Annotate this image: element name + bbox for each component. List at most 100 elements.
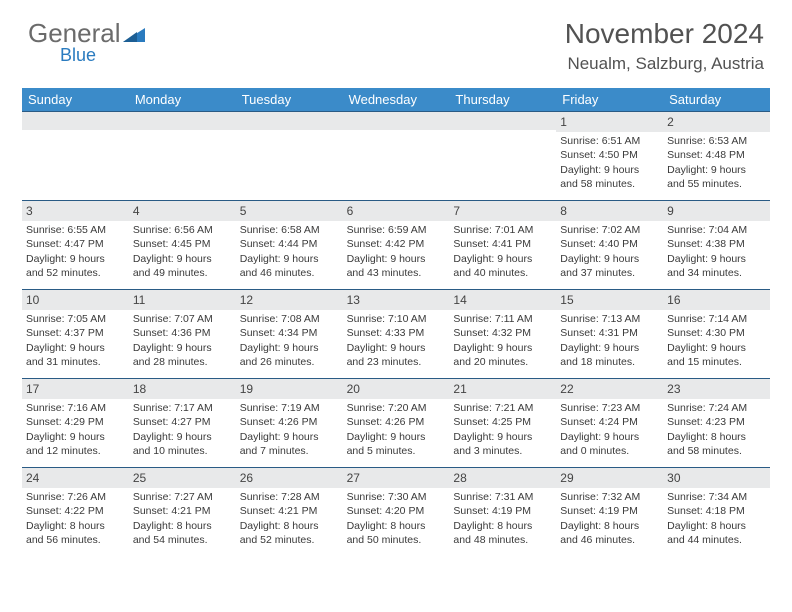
cell-line: Sunset: 4:42 PM [347,237,446,251]
day-number [449,112,556,130]
cell-line: Sunrise: 7:04 AM [667,223,766,237]
cell-line: Sunset: 4:20 PM [347,504,446,518]
day-number: 30 [663,468,770,488]
day-number: 5 [236,201,343,221]
cell-line: Sunset: 4:18 PM [667,504,766,518]
day-number [22,112,129,130]
cell-line: Sunset: 4:44 PM [240,237,339,251]
cell-line: Daylight: 9 hours and 26 minutes. [240,341,339,369]
cell-line: Sunrise: 6:55 AM [26,223,125,237]
day-number: 11 [129,290,236,310]
cell-line: Sunset: 4:19 PM [453,504,552,518]
day-number: 16 [663,290,770,310]
cell-line: Sunset: 4:48 PM [667,148,766,162]
cell-line: Sunset: 4:27 PM [133,415,232,429]
cell-line: Sunrise: 7:34 AM [667,490,766,504]
cell-line: Daylight: 8 hours and 48 minutes. [453,519,552,547]
cell-line: Sunrise: 7:17 AM [133,401,232,415]
calendar-week: 1Sunrise: 6:51 AMSunset: 4:50 PMDaylight… [22,111,770,200]
calendar-week: 10Sunrise: 7:05 AMSunset: 4:37 PMDayligh… [22,289,770,378]
cell-line: Sunset: 4:33 PM [347,326,446,340]
cell-line: Sunrise: 7:20 AM [347,401,446,415]
cell-line: Daylight: 8 hours and 52 minutes. [240,519,339,547]
cell-line: Sunrise: 7:28 AM [240,490,339,504]
cell-line: Daylight: 8 hours and 56 minutes. [26,519,125,547]
location-text: Neualm, Salzburg, Austria [565,54,764,74]
cell-line: Sunrise: 7:11 AM [453,312,552,326]
cell-line: Sunrise: 6:53 AM [667,134,766,148]
day-number: 24 [22,468,129,488]
cell-line: Daylight: 9 hours and 52 minutes. [26,252,125,280]
day-number: 1 [556,112,663,132]
cell-line: Sunrise: 6:58 AM [240,223,339,237]
cell-line: Daylight: 9 hours and 7 minutes. [240,430,339,458]
cell-line: Daylight: 8 hours and 46 minutes. [560,519,659,547]
weekday-header: Saturday [663,88,770,111]
calendar-cell: 19Sunrise: 7:19 AMSunset: 4:26 PMDayligh… [236,379,343,467]
cell-line: Daylight: 9 hours and 40 minutes. [453,252,552,280]
weekday-header: Wednesday [343,88,450,111]
cell-line: Sunrise: 7:31 AM [453,490,552,504]
day-number: 20 [343,379,450,399]
day-number: 23 [663,379,770,399]
calendar-cell: 16 Sunrise: 7:14 AMSunset: 4:30 PMDayligh… [663,290,770,378]
cell-line: Sunrise: 7:01 AM [453,223,552,237]
cell-line: Sunrise: 7:08 AM [240,312,339,326]
calendar-week: 3Sunrise: 6:55 AMSunset: 4:47 PMDaylight… [22,200,770,289]
weekday-header: Thursday [449,88,556,111]
day-number: 14 [449,290,556,310]
cell-line: Sunset: 4:36 PM [133,326,232,340]
cell-line: Sunrise: 7:14 AM [667,312,766,326]
cell-line: Sunrise: 7:05 AM [26,312,125,326]
calendar-cell: 23Sunrise: 7:24 AMSunset: 4:23 PMDayligh… [663,379,770,467]
cell-line: Sunset: 4:30 PM [667,326,766,340]
calendar: SundayMondayTuesdayWednesdayThursdayFrid… [22,88,770,556]
cell-line: Daylight: 9 hours and 43 minutes. [347,252,446,280]
calendar-cell: 28Sunrise: 7:31 AMSunset: 4:19 PMDayligh… [449,468,556,556]
cell-line: Sunrise: 7:10 AM [347,312,446,326]
cell-line: Daylight: 9 hours and 20 minutes. [453,341,552,369]
day-number: 15 [556,290,663,310]
day-number [343,112,450,130]
calendar-cell: 5Sunrise: 6:58 AMSunset: 4:44 PMDaylight… [236,201,343,289]
title-block: November 2024 Neualm, Salzburg, Austria [565,18,764,74]
cell-line: Sunrise: 6:51 AM [560,134,659,148]
cell-line: Sunrise: 7:02 AM [560,223,659,237]
calendar-cell: 8Sunrise: 7:02 AMSunset: 4:40 PMDaylight… [556,201,663,289]
day-number: 19 [236,379,343,399]
cell-line: Daylight: 8 hours and 58 minutes. [667,430,766,458]
cell-line: Sunrise: 7:07 AM [133,312,232,326]
cell-line: Sunset: 4:26 PM [347,415,446,429]
cell-line: Daylight: 8 hours and 54 minutes. [133,519,232,547]
cell-line: Sunset: 4:38 PM [667,237,766,251]
calendar-cell: 21Sunrise: 7:21 AMSunset: 4:25 PMDayligh… [449,379,556,467]
calendar-cell: 20Sunrise: 7:20 AMSunset: 4:26 PMDayligh… [343,379,450,467]
calendar-cell: 29Sunrise: 7:32 AMSunset: 4:19 PMDayligh… [556,468,663,556]
day-number: 22 [556,379,663,399]
cell-line: Sunset: 4:45 PM [133,237,232,251]
cell-line: Daylight: 9 hours and 34 minutes. [667,252,766,280]
cell-line: Daylight: 9 hours and 55 minutes. [667,163,766,191]
calendar-cell: 27Sunrise: 7:30 AMSunset: 4:20 PMDayligh… [343,468,450,556]
calendar-cell: 15Sunrise: 7:13 AMSunset: 4:31 PMDayligh… [556,290,663,378]
cell-line: Daylight: 8 hours and 44 minutes. [667,519,766,547]
cell-line: Daylight: 9 hours and 12 minutes. [26,430,125,458]
cell-line: Daylight: 9 hours and 0 minutes. [560,430,659,458]
cell-line: Sunrise: 7:32 AM [560,490,659,504]
calendar-cell: 1Sunrise: 6:51 AMSunset: 4:50 PMDaylight… [556,112,663,200]
cell-line: Sunrise: 7:19 AM [240,401,339,415]
calendar-cell: 14Sunrise: 7:11 AMSunset: 4:32 PMDayligh… [449,290,556,378]
day-number: 13 [343,290,450,310]
page-header: General Blue November 2024 Neualm, Salzb… [0,0,792,80]
cell-line: Sunset: 4:25 PM [453,415,552,429]
day-number: 4 [129,201,236,221]
calendar-cell: 10Sunrise: 7:05 AMSunset: 4:37 PMDayligh… [22,290,129,378]
weekday-header: Tuesday [236,88,343,111]
calendar-cell: 25Sunrise: 7:27 AMSunset: 4:21 PMDayligh… [129,468,236,556]
day-number: 26 [236,468,343,488]
calendar-cell [22,112,129,200]
calendar-cell: 18Sunrise: 7:17 AMSunset: 4:27 PMDayligh… [129,379,236,467]
cell-line: Daylight: 9 hours and 15 minutes. [667,341,766,369]
calendar-cell: 30 Sunrise: 7:34 AMSunset: 4:18 PMDayligh… [663,468,770,556]
calendar-cell: 24Sunrise: 7:26 AMSunset: 4:22 PMDayligh… [22,468,129,556]
